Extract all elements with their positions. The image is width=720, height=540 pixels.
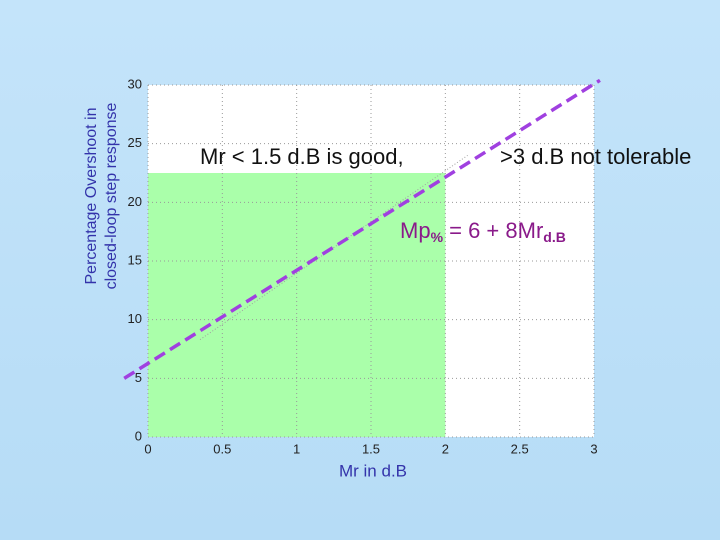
x-tick-label: 2 (442, 441, 449, 456)
y-axis-label-line: closed-loop step response (103, 103, 120, 290)
annotation: >3 d.B not tolerable (500, 144, 691, 169)
y-tick-label: 0 (135, 428, 142, 443)
formula: Mp% = 6 + 8Mrd.B (400, 218, 566, 245)
x-axis-label: Mr in d.B (339, 461, 407, 480)
y-tick-label: 5 (135, 370, 142, 385)
y-tick-label: 15 (128, 252, 142, 267)
x-tick-label: 1.5 (362, 441, 380, 456)
x-tick-label: 1 (293, 441, 300, 456)
x-tick-label: 2.5 (511, 441, 529, 456)
annotation: Mr < 1.5 d.B is good, (200, 144, 404, 169)
y-tick-label: 25 (128, 135, 142, 150)
formula-part: d.B (543, 229, 566, 245)
y-tick-label: 20 (128, 194, 142, 209)
x-tick-label: 3 (590, 441, 597, 456)
x-tick-label: 0 (144, 441, 151, 456)
x-tick-label: 0.5 (213, 441, 231, 456)
y-tick-label: 30 (128, 76, 142, 91)
data-line (123, 78, 601, 380)
y-axis-label-line: Percentage Overshoot in (83, 108, 100, 285)
formula-part: Mp (400, 218, 431, 243)
formula-part: % (431, 229, 444, 245)
y-tick-label: 10 (128, 311, 142, 326)
formula-part: = 6 + 8Mr (443, 218, 543, 243)
y-axis-label: Percentage Overshoot in closed-loop step … (83, 103, 120, 290)
data-line (199, 154, 468, 341)
